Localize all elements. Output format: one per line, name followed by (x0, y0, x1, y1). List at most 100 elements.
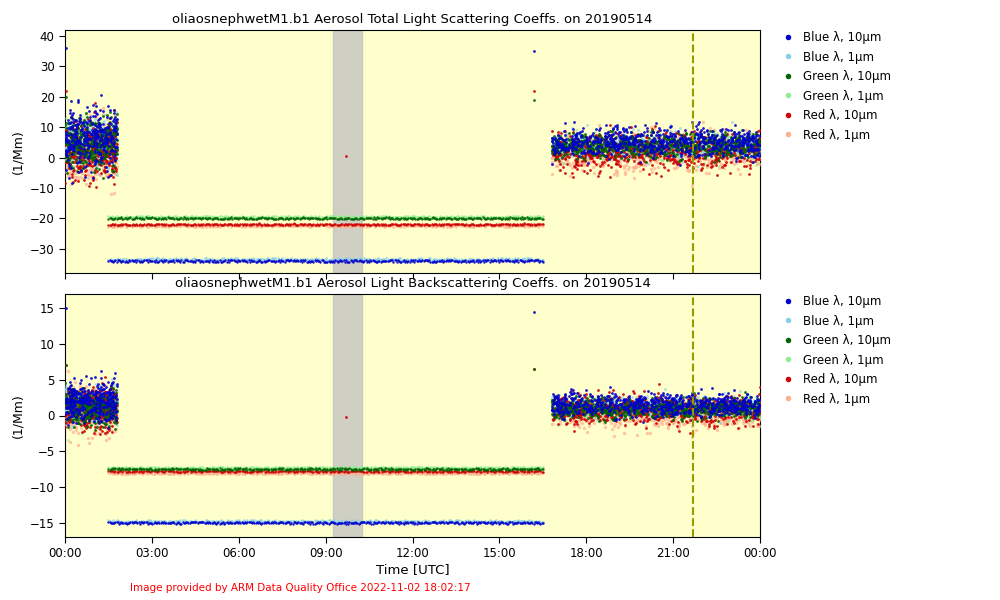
Point (327, 517, 343, 526)
Point (65, 162, 81, 172)
Point (245, 256, 261, 266)
Point (610, 145, 626, 155)
Point (232, 220, 248, 229)
Point (579, 394, 595, 403)
Point (751, 389, 767, 399)
Point (132, 467, 148, 476)
Point (693, 399, 709, 409)
Point (710, 149, 726, 159)
Point (656, 140, 672, 150)
Point (492, 212, 508, 221)
Point (58, 145, 74, 155)
Point (487, 517, 503, 527)
Point (76, 412, 92, 422)
Point (599, 143, 615, 152)
Point (210, 516, 226, 526)
Point (509, 214, 525, 224)
Point (64, 392, 80, 402)
Point (395, 256, 411, 266)
Point (563, 134, 579, 143)
Point (504, 221, 520, 231)
Point (656, 409, 672, 418)
Point (632, 400, 648, 410)
Point (653, 395, 669, 405)
Point (88, 143, 104, 153)
Point (91, 398, 107, 408)
Point (591, 141, 607, 151)
Point (336, 254, 352, 263)
Point (172, 519, 188, 529)
Point (271, 213, 287, 223)
Point (728, 396, 744, 406)
Point (67, 406, 83, 416)
Point (450, 467, 466, 476)
Point (149, 221, 165, 231)
Point (601, 401, 617, 411)
Point (574, 136, 590, 146)
Point (61, 156, 77, 166)
Point (212, 255, 228, 265)
Point (96, 136, 112, 145)
Point (65, 125, 81, 134)
Point (375, 465, 391, 475)
Point (58, 167, 74, 177)
Point (597, 408, 613, 418)
Point (71, 415, 87, 424)
Point (668, 157, 684, 166)
Point (548, 398, 564, 407)
Point (500, 464, 516, 473)
Point (59, 126, 75, 136)
Point (93, 367, 109, 376)
Point (579, 139, 595, 149)
Point (105, 133, 121, 143)
Point (84, 394, 100, 404)
Point (64, 121, 80, 131)
Point (82, 422, 98, 431)
Point (552, 156, 568, 166)
Point (578, 141, 594, 151)
Point (407, 518, 423, 527)
Point (727, 410, 743, 419)
Point (416, 467, 432, 476)
Point (343, 463, 359, 472)
Point (97, 400, 113, 410)
Point (99, 407, 115, 416)
Point (108, 401, 124, 410)
Point (515, 469, 531, 479)
Point (456, 255, 472, 265)
Point (78, 138, 94, 148)
Point (688, 399, 704, 409)
Point (341, 517, 357, 527)
Point (135, 469, 151, 479)
Point (624, 397, 640, 406)
Point (677, 135, 693, 145)
Point (587, 139, 603, 148)
Point (166, 467, 182, 476)
Point (80, 412, 96, 422)
Point (627, 403, 643, 413)
Point (510, 254, 526, 263)
Point (99, 427, 115, 436)
Point (281, 255, 297, 265)
Point (74, 149, 90, 159)
Point (65, 418, 81, 427)
Point (103, 146, 119, 156)
Point (649, 412, 665, 421)
Point (89, 403, 105, 413)
Point (75, 397, 91, 407)
Point (575, 131, 591, 141)
Point (99, 158, 115, 168)
Point (207, 221, 223, 231)
Point (304, 213, 320, 223)
Point (454, 467, 470, 476)
Point (180, 256, 196, 266)
Point (332, 469, 348, 479)
Point (93, 410, 109, 419)
Point (622, 409, 638, 419)
Point (545, 407, 561, 417)
Point (90, 408, 106, 418)
Point (659, 397, 675, 406)
Point (261, 214, 277, 223)
Point (736, 138, 752, 148)
Point (628, 401, 644, 411)
